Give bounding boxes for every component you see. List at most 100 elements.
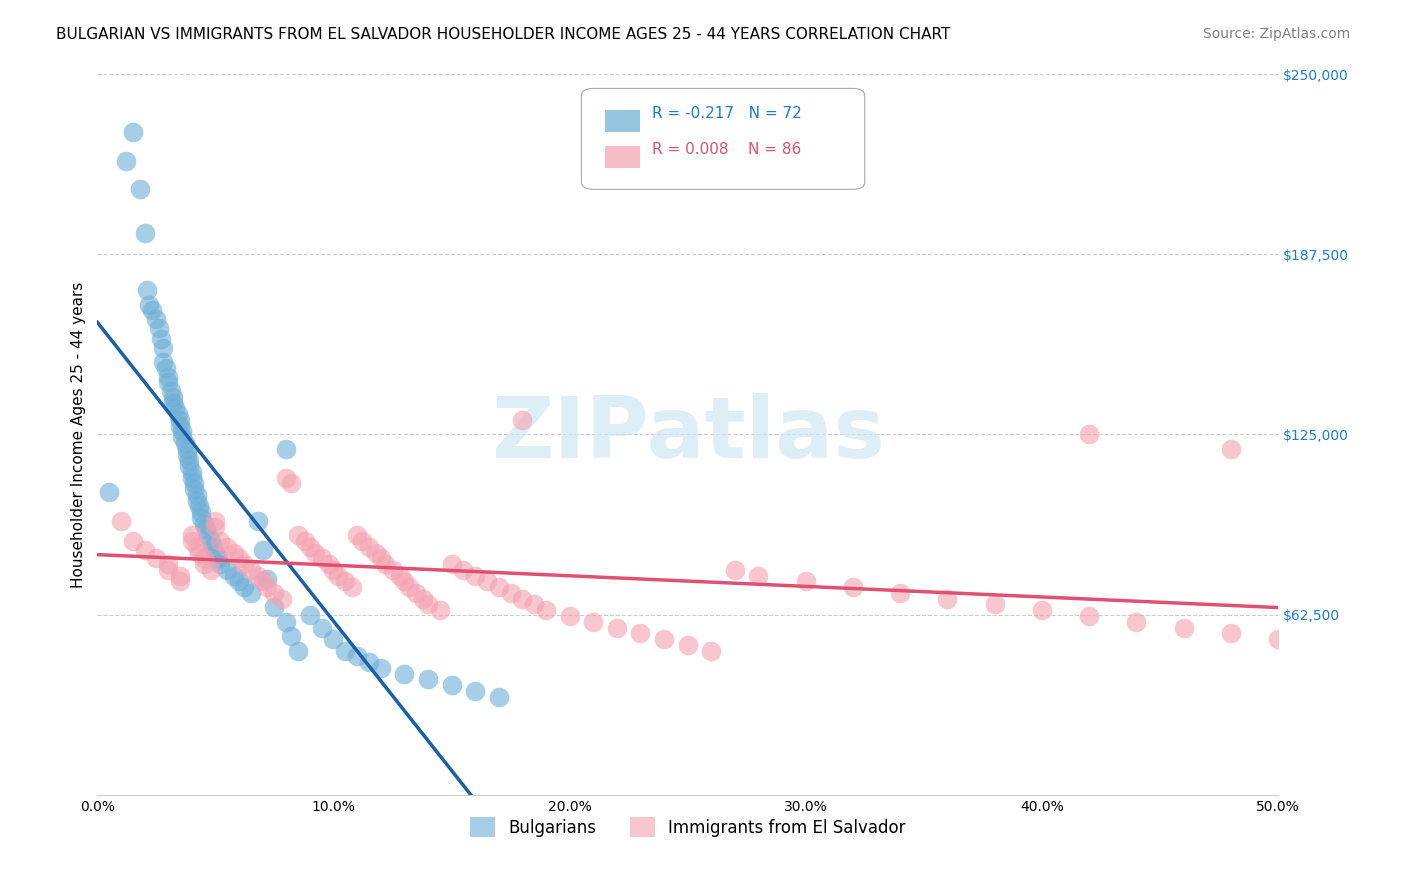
Point bbox=[134, 542, 156, 557]
Point bbox=[440, 678, 463, 692]
Point bbox=[172, 430, 194, 444]
Point bbox=[298, 607, 321, 622]
Point bbox=[157, 376, 180, 390]
Point bbox=[169, 574, 191, 589]
Point bbox=[628, 626, 651, 640]
Point bbox=[357, 540, 380, 554]
Point bbox=[217, 540, 239, 554]
Point bbox=[148, 320, 170, 334]
Point bbox=[499, 586, 522, 600]
Point bbox=[370, 551, 392, 566]
Y-axis label: Householder Income Ages 25 - 44 years: Householder Income Ages 25 - 44 years bbox=[72, 281, 86, 588]
Point bbox=[246, 514, 269, 528]
Point bbox=[1267, 632, 1289, 646]
Point bbox=[1125, 615, 1147, 629]
Point bbox=[194, 523, 217, 537]
Bar bbox=[605, 146, 640, 168]
Text: ZIPatlas: ZIPatlas bbox=[491, 392, 884, 475]
Point bbox=[318, 557, 340, 571]
Point bbox=[224, 568, 246, 582]
Point bbox=[252, 542, 274, 557]
Point bbox=[381, 563, 404, 577]
Point bbox=[166, 407, 188, 421]
Point bbox=[794, 574, 817, 589]
Point bbox=[141, 303, 163, 318]
Point bbox=[200, 563, 222, 577]
Point bbox=[180, 534, 202, 549]
Point bbox=[180, 470, 202, 484]
Point bbox=[276, 442, 298, 456]
Point bbox=[190, 511, 212, 525]
Point bbox=[193, 516, 215, 531]
Point bbox=[488, 580, 510, 594]
Point bbox=[440, 557, 463, 571]
Point bbox=[256, 572, 278, 586]
Point bbox=[186, 540, 208, 554]
Point bbox=[228, 574, 250, 589]
Point bbox=[412, 591, 434, 606]
Point bbox=[169, 568, 191, 582]
Point bbox=[114, 153, 136, 168]
Point bbox=[136, 283, 159, 297]
Point bbox=[239, 586, 262, 600]
Point bbox=[157, 369, 180, 384]
Point bbox=[280, 476, 302, 491]
Point bbox=[155, 361, 177, 376]
Point bbox=[204, 545, 226, 559]
Point bbox=[224, 545, 246, 559]
Point bbox=[488, 690, 510, 704]
Point bbox=[263, 600, 285, 615]
Point bbox=[464, 568, 486, 582]
Point bbox=[98, 485, 121, 500]
FancyBboxPatch shape bbox=[582, 88, 865, 189]
Point bbox=[152, 341, 174, 355]
Point bbox=[239, 563, 262, 577]
Point bbox=[169, 413, 191, 427]
Text: R = -0.217   N = 72: R = -0.217 N = 72 bbox=[652, 106, 801, 121]
Point bbox=[1078, 427, 1101, 442]
Point bbox=[394, 666, 416, 681]
Point bbox=[179, 453, 201, 467]
Point bbox=[121, 534, 143, 549]
Point bbox=[232, 557, 254, 571]
Point bbox=[311, 620, 333, 634]
Point bbox=[394, 574, 416, 589]
Point bbox=[676, 638, 699, 652]
Point bbox=[193, 551, 215, 566]
Point bbox=[162, 390, 184, 404]
Point bbox=[180, 465, 202, 479]
Point bbox=[416, 598, 439, 612]
Point bbox=[842, 580, 865, 594]
Point bbox=[270, 591, 292, 606]
Point bbox=[346, 649, 368, 664]
Point bbox=[346, 528, 368, 542]
Point bbox=[416, 673, 439, 687]
Point bbox=[280, 629, 302, 643]
Point bbox=[193, 557, 215, 571]
Point bbox=[700, 643, 723, 657]
Point bbox=[453, 563, 475, 577]
Point bbox=[512, 591, 534, 606]
Point bbox=[558, 609, 581, 624]
Point bbox=[110, 514, 132, 528]
Point bbox=[145, 551, 167, 566]
Point bbox=[145, 312, 167, 326]
Point bbox=[187, 545, 209, 559]
Point bbox=[287, 643, 309, 657]
Point bbox=[134, 226, 156, 240]
Point bbox=[209, 534, 232, 549]
Text: R = 0.008    N = 86: R = 0.008 N = 86 bbox=[652, 142, 801, 157]
Point bbox=[388, 568, 411, 582]
Point bbox=[534, 603, 557, 617]
Point bbox=[128, 182, 150, 196]
Point bbox=[512, 413, 534, 427]
Point bbox=[311, 551, 333, 566]
Point bbox=[183, 482, 205, 496]
Point bbox=[606, 620, 628, 634]
Bar bbox=[605, 110, 640, 132]
Point bbox=[152, 355, 174, 369]
Point bbox=[204, 514, 226, 528]
Text: Source: ZipAtlas.com: Source: ZipAtlas.com bbox=[1202, 27, 1350, 41]
Point bbox=[228, 551, 250, 566]
Point bbox=[150, 332, 173, 346]
